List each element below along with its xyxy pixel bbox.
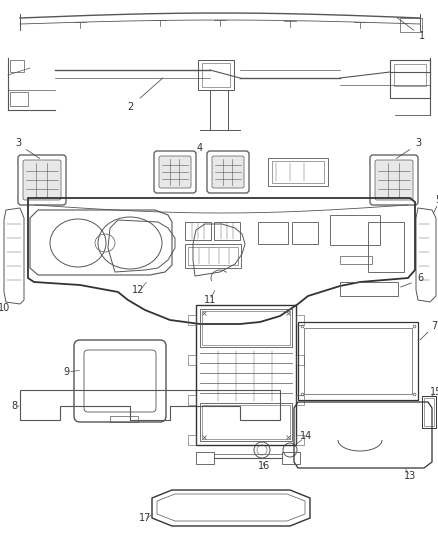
Bar (368, 222, 404, 272)
Text: 15: 15 (430, 387, 438, 397)
Bar (298, 322, 418, 400)
Bar (258, 222, 288, 244)
Bar (340, 282, 398, 296)
Bar (200, 309, 292, 347)
Bar (196, 452, 214, 464)
Bar (400, 18, 422, 32)
Bar (202, 311, 290, 345)
Bar (202, 63, 230, 87)
Text: 11: 11 (204, 295, 216, 305)
Text: 10: 10 (0, 303, 10, 313)
Text: 4: 4 (197, 143, 203, 153)
Text: 6: 6 (417, 273, 423, 283)
Text: 16: 16 (258, 461, 270, 471)
Text: 3: 3 (15, 138, 21, 148)
Bar (330, 215, 380, 245)
Bar (188, 355, 196, 365)
Text: 13: 13 (404, 471, 416, 481)
FancyBboxPatch shape (212, 156, 244, 188)
Bar (188, 315, 196, 325)
Bar (424, 398, 434, 426)
FancyBboxPatch shape (23, 160, 61, 200)
Bar (272, 161, 324, 183)
Bar (268, 158, 328, 186)
Text: 5: 5 (435, 195, 438, 205)
Bar (185, 244, 241, 268)
Bar (110, 416, 138, 422)
Bar (296, 315, 304, 325)
Bar (340, 256, 372, 264)
Text: 8: 8 (11, 401, 17, 411)
Bar (394, 64, 426, 86)
Bar (296, 435, 304, 445)
Text: 17: 17 (139, 513, 151, 523)
Text: 3: 3 (415, 138, 421, 148)
Bar (304, 328, 412, 394)
Text: 2: 2 (127, 102, 133, 112)
FancyBboxPatch shape (159, 156, 191, 188)
Bar (202, 405, 290, 439)
Bar (292, 222, 318, 244)
Bar (188, 435, 196, 445)
Text: 9: 9 (63, 367, 69, 377)
Bar (10, 92, 28, 106)
Bar (196, 305, 296, 445)
Bar (296, 355, 304, 365)
Bar (198, 60, 234, 90)
Bar (390, 60, 430, 98)
Text: 12: 12 (132, 285, 144, 295)
Bar (296, 395, 304, 405)
Bar (214, 222, 240, 240)
Bar (282, 452, 300, 464)
Text: 14: 14 (300, 431, 312, 441)
Bar (200, 403, 292, 441)
Bar (422, 396, 436, 428)
FancyBboxPatch shape (375, 160, 413, 200)
Bar (10, 60, 24, 72)
Bar (185, 222, 211, 240)
Text: 7: 7 (431, 321, 437, 331)
Bar (188, 395, 196, 405)
Text: 1: 1 (419, 31, 425, 41)
Bar (188, 247, 238, 265)
